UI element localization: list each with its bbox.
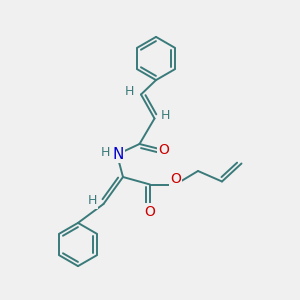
Text: H: H	[161, 109, 171, 122]
Text: O: O	[145, 205, 155, 218]
Text: H: H	[125, 85, 134, 98]
Text: H: H	[101, 146, 110, 159]
Text: O: O	[170, 172, 181, 186]
Text: O: O	[158, 143, 169, 157]
Text: H: H	[87, 194, 97, 208]
Text: N: N	[113, 147, 124, 162]
